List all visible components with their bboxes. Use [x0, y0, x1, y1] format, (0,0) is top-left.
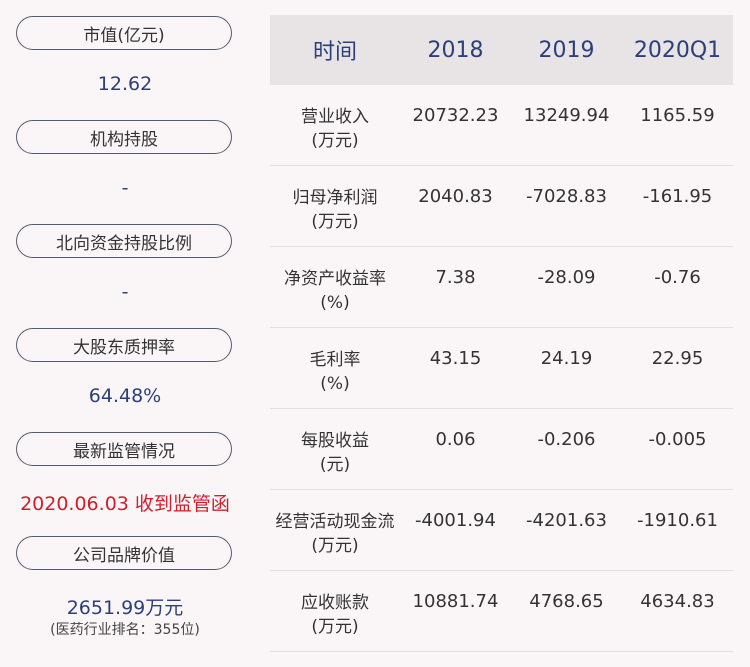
table-cell: -4001.94 — [415, 510, 496, 531]
pledge-ratio-label: 大股东质押率 — [16, 328, 232, 362]
table-cell: -161.95 — [642, 186, 713, 207]
table-cell: 43.15 — [429, 348, 482, 369]
metric-unit: (万元) — [311, 536, 359, 556]
table-row: 每股收益 (元) 0.06 -0.206 -0.005 — [270, 409, 733, 490]
table-row: 毛利率 (%) 43.15 24.19 22.95 — [270, 328, 733, 409]
table-cell: -0.206 — [537, 429, 596, 450]
metric-name: 经营活动现金流 — [275, 512, 395, 532]
table-row: 净资产收益率 (%) 7.38 -28.09 -0.76 — [270, 247, 733, 328]
header-2020q1: 2020Q1 — [633, 37, 722, 63]
header-2018: 2018 — [427, 37, 484, 63]
row-label: 毛利率 (%) — [270, 328, 400, 408]
table-cell: -1910.61 — [637, 510, 718, 531]
northbound-holding-value: - — [121, 281, 129, 303]
metric-name: 归母净利润 — [292, 188, 378, 208]
stock-summary-panel: 市值(亿元) 12.62 机构持股 - 北向资金持股比例 - 大股东质押率 64… — [0, 0, 250, 667]
row-label: 每股收益 (元) — [270, 409, 400, 489]
metric-unit: (万元) — [311, 131, 359, 151]
table-cell: 13249.94 — [523, 105, 610, 126]
table-cell: 7.38 — [435, 267, 476, 288]
metric-name: 每股收益 — [301, 431, 369, 451]
row-label: 净资产收益率 (%) — [270, 247, 400, 327]
brand-value-value: 2651.99万元 — [66, 597, 184, 619]
table-cell: 24.19 — [540, 348, 593, 369]
row-label: 经营活动现金流 (万元) — [270, 490, 400, 570]
table-row: 归母净利润 (万元) 2040.83 -7028.83 -161.95 — [270, 166, 733, 247]
regulatory-status-label: 最新监管情况 — [16, 432, 232, 466]
metric-name: 营业收入 — [301, 107, 369, 127]
row-label: 应收账款 (万元) — [270, 571, 400, 651]
row-label: 营业收入 (万元) — [270, 85, 400, 165]
table-body: 营业收入 (万元) 20732.23 13249.94 1165.59 归母净利润 (万元)… — [270, 85, 733, 652]
institutional-holding-value: - — [121, 177, 129, 199]
table-cell: -0.005 — [648, 429, 707, 450]
table-cell: 4768.65 — [529, 591, 604, 612]
metric-unit: (万元) — [311, 212, 359, 232]
table-cell: 1165.59 — [640, 105, 715, 126]
table-header: 时间 2018 2019 2020Q1 — [270, 15, 733, 85]
metric-name: 应收账款 — [301, 593, 369, 613]
table-cell: -7028.83 — [526, 186, 607, 207]
pledge-ratio-value: 64.48% — [88, 385, 162, 407]
row-label: 归母净利润 (万元) — [270, 166, 400, 246]
market-cap-value: 12.62 — [97, 73, 153, 95]
northbound-holding-label: 北向资金持股比例 — [16, 224, 232, 258]
financial-table: 时间 2018 2019 2020Q1 营业收入 (万元) 20732.23 1324… — [270, 15, 733, 652]
market-cap-label: 市值(亿元) — [16, 16, 232, 50]
regulatory-status-value: 2020.06.03 收到监管函 — [20, 493, 230, 515]
table-cell: 22.95 — [651, 348, 704, 369]
metric-name: 毛利率 — [309, 350, 361, 370]
metric-name: 净资产收益率 — [284, 269, 386, 289]
table-row: 营业收入 (万元) 20732.23 13249.94 1165.59 — [270, 85, 733, 166]
table-cell: 10881.74 — [412, 591, 499, 612]
table-cell: 4634.83 — [640, 591, 715, 612]
table-cell: 20732.23 — [412, 105, 499, 126]
metric-unit: (万元) — [311, 617, 359, 637]
brand-value-label: 公司品牌价值 — [16, 536, 232, 570]
metric-unit: (%) — [320, 293, 350, 313]
table-cell: -4201.63 — [526, 510, 607, 531]
table-cell: -0.76 — [654, 267, 701, 288]
table-cell: 0.06 — [435, 429, 476, 450]
table-cell: 2040.83 — [418, 186, 493, 207]
table-row: 经营活动现金流 (万元) -4001.94 -4201.63 -1910.61 — [270, 490, 733, 571]
header-time: 时间 — [312, 40, 357, 65]
metric-unit: (元) — [319, 455, 351, 475]
table-row: 应收账款 (万元) 10881.74 4768.65 4634.83 — [270, 571, 733, 652]
header-2019: 2019 — [538, 37, 595, 63]
institutional-holding-label: 机构持股 — [16, 120, 232, 154]
brand-rank-note: (医药行业排名：355位) — [50, 622, 200, 638]
metric-unit: (%) — [320, 374, 350, 394]
table-cell: -28.09 — [537, 267, 596, 288]
